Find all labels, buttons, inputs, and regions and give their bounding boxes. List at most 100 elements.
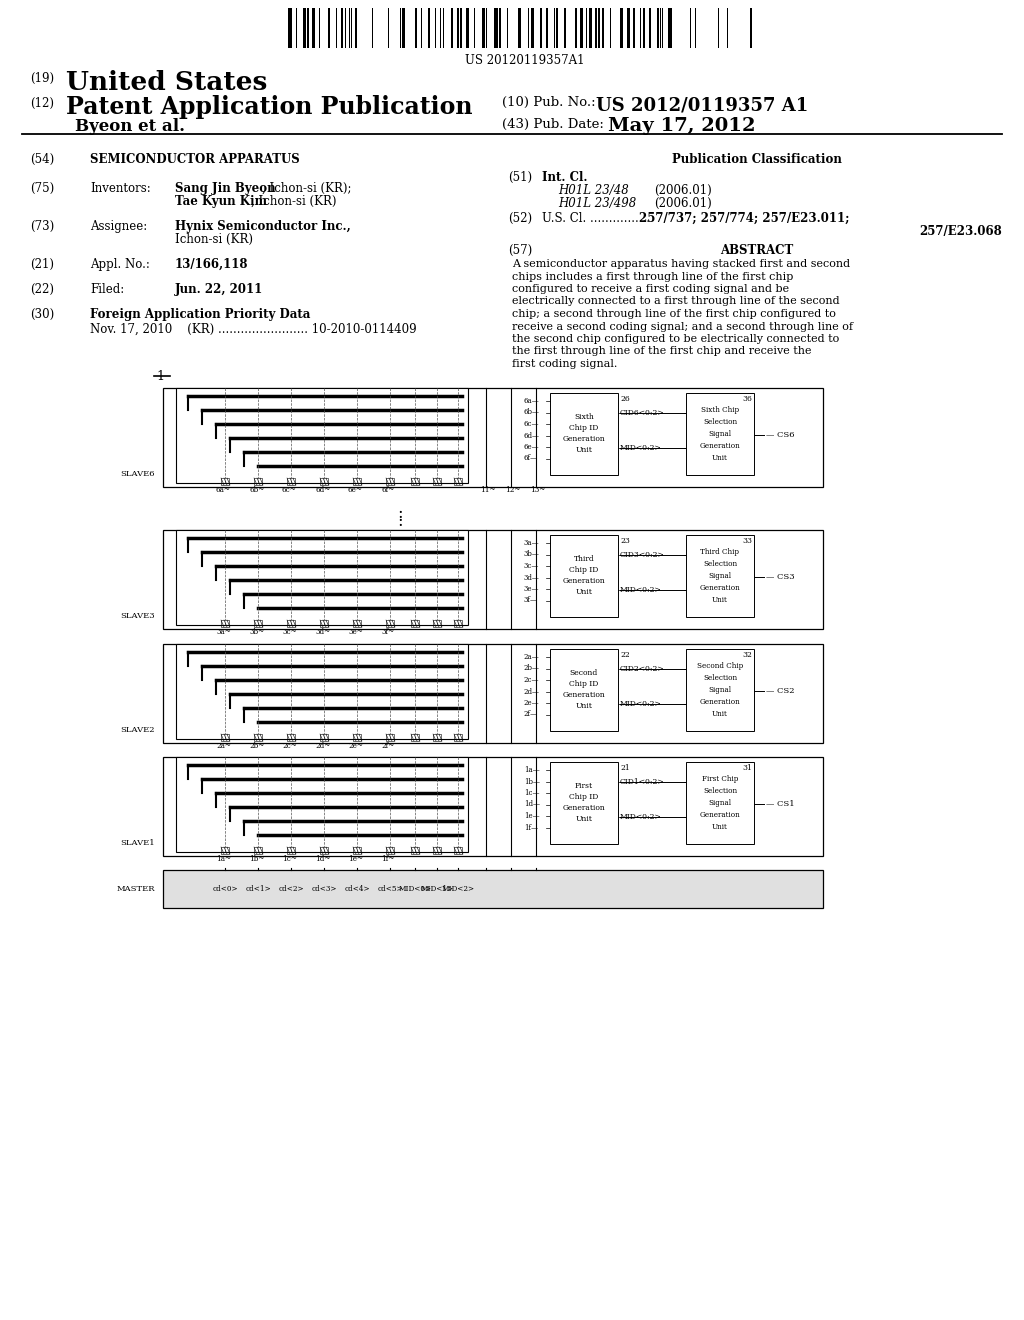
Text: 1a~: 1a~ — [216, 855, 231, 863]
Text: 3f~: 3f~ — [381, 628, 394, 636]
Text: first coding signal.: first coding signal. — [512, 359, 617, 370]
Bar — [595, 8, 597, 48]
Text: — CS6: — CS6 — [766, 432, 795, 440]
Text: CID2<0:2>: CID2<0:2> — [620, 665, 665, 673]
Text: configured to receive a first coding signal and be: configured to receive a first coding sig… — [512, 284, 790, 294]
Text: Chip ID: Chip ID — [569, 680, 599, 688]
Bar — [254, 620, 262, 627]
Bar — [163, 531, 823, 630]
Text: 2a—: 2a— — [524, 653, 540, 661]
Text: Signal: Signal — [709, 572, 731, 579]
Text: 22: 22 — [620, 651, 630, 659]
Text: 1e—: 1e— — [524, 812, 540, 820]
Bar — [307, 8, 309, 48]
Text: 2a~: 2a~ — [216, 742, 231, 750]
Text: 6f—: 6f— — [524, 454, 539, 462]
Text: 1b~: 1b~ — [249, 855, 264, 863]
Bar — [254, 478, 262, 484]
Text: :: : — [397, 513, 402, 531]
Text: 3e—: 3e— — [524, 585, 540, 593]
Text: Appl. No.:: Appl. No.: — [90, 257, 150, 271]
Text: Generation: Generation — [562, 436, 605, 444]
Text: 36: 36 — [742, 395, 752, 403]
Text: 3b—: 3b— — [524, 550, 540, 558]
Text: Tae Kyun Kim: Tae Kyun Kim — [175, 195, 267, 209]
Text: chips includes a first through line of the first chip: chips includes a first through line of t… — [512, 272, 794, 281]
Bar — [556, 8, 558, 48]
Text: 3e~: 3e~ — [348, 628, 362, 636]
Bar — [353, 734, 361, 741]
Text: Sang Jin Byeon: Sang Jin Byeon — [175, 182, 275, 195]
Text: 2f~: 2f~ — [381, 742, 394, 750]
Text: Foreign Application Priority Data: Foreign Application Priority Data — [90, 308, 310, 321]
Bar — [750, 8, 752, 48]
Text: Unit: Unit — [575, 702, 593, 710]
Text: First: First — [574, 781, 593, 789]
Text: MID<1>: MID<1> — [421, 884, 454, 894]
Bar — [546, 8, 548, 48]
Bar — [454, 620, 462, 627]
Text: Generation: Generation — [562, 577, 605, 585]
Bar — [312, 8, 315, 48]
Bar — [550, 393, 618, 475]
Text: Generation: Generation — [562, 690, 605, 700]
Text: (22): (22) — [30, 282, 54, 296]
Bar — [433, 734, 441, 741]
Text: H01L 23/48: H01L 23/48 — [558, 183, 629, 197]
Text: 6c—: 6c— — [524, 420, 540, 428]
Bar — [254, 734, 262, 741]
Bar — [494, 8, 498, 48]
Text: 1c—: 1c— — [524, 789, 540, 797]
Text: Unit: Unit — [712, 454, 728, 462]
Text: MID<0>: MID<0> — [398, 884, 431, 894]
Text: (73): (73) — [30, 220, 54, 234]
Text: Unit: Unit — [575, 587, 593, 597]
Text: H01L 23/498: H01L 23/498 — [558, 197, 636, 210]
Text: 2c~: 2c~ — [282, 742, 297, 750]
Text: Byeon et al.: Byeon et al. — [75, 117, 185, 135]
Text: Selection: Selection — [702, 418, 737, 426]
Bar — [415, 8, 417, 48]
Text: chip; a second through line of the first chip configured to: chip; a second through line of the first… — [512, 309, 836, 319]
Bar — [221, 620, 229, 627]
Text: 6c~: 6c~ — [282, 486, 297, 494]
Bar — [428, 8, 430, 48]
Text: Selection: Selection — [702, 675, 737, 682]
Bar — [433, 847, 441, 854]
Text: — CS3: — CS3 — [766, 573, 795, 581]
Text: (21): (21) — [30, 257, 54, 271]
Text: Unit: Unit — [712, 710, 728, 718]
Text: Generation: Generation — [699, 442, 740, 450]
Text: SLAVE3: SLAVE3 — [121, 612, 155, 620]
Text: 6d—: 6d— — [524, 432, 540, 440]
Text: SLAVE6: SLAVE6 — [121, 470, 155, 478]
Text: (2006.01): (2006.01) — [654, 197, 712, 210]
Bar — [287, 478, 295, 484]
Text: Signal: Signal — [709, 799, 731, 807]
Text: 1a—: 1a— — [524, 766, 540, 774]
Text: US 2012/0119357 A1: US 2012/0119357 A1 — [596, 96, 808, 114]
Text: 1f—: 1f— — [524, 824, 539, 832]
Text: CID3<0:2>: CID3<0:2> — [620, 550, 665, 558]
Text: 13~: 13~ — [530, 486, 546, 494]
Text: 3f—: 3f— — [524, 597, 538, 605]
Text: electrically connected to a first through line of the second: electrically connected to a first throug… — [512, 297, 840, 306]
Bar — [221, 734, 229, 741]
Bar — [620, 8, 623, 48]
Bar — [454, 478, 462, 484]
Text: Selection: Selection — [702, 560, 737, 568]
Text: 33: 33 — [742, 537, 752, 545]
Text: SLAVE2: SLAVE2 — [121, 726, 155, 734]
Text: 1: 1 — [156, 370, 164, 383]
Text: 1d~: 1d~ — [315, 855, 331, 863]
Text: May 17, 2012: May 17, 2012 — [608, 117, 756, 135]
Text: 11~: 11~ — [480, 486, 496, 494]
Bar — [575, 8, 577, 48]
Text: 26: 26 — [620, 395, 630, 403]
Bar — [633, 8, 635, 48]
Text: 12~: 12~ — [505, 486, 520, 494]
Bar — [221, 847, 229, 854]
Bar — [411, 734, 419, 741]
Text: Unit: Unit — [575, 446, 593, 454]
Text: :: : — [397, 504, 402, 521]
